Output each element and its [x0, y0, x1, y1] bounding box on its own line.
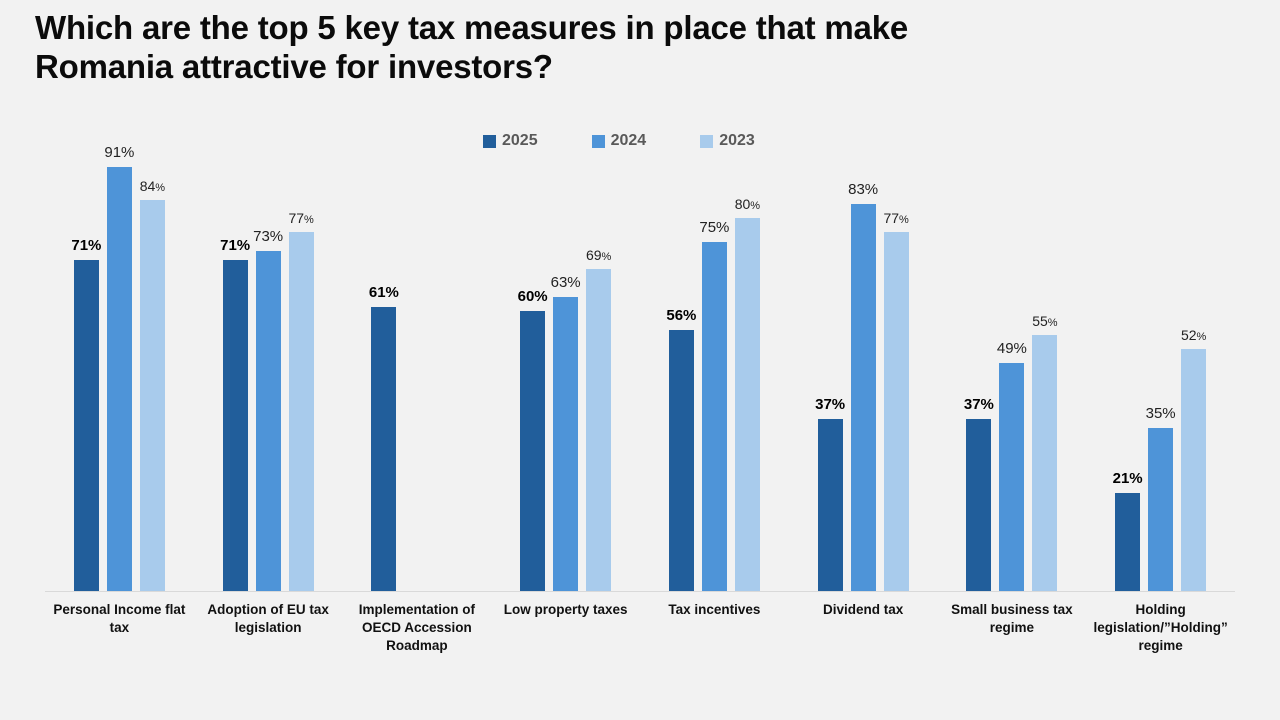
value-label-2025-small-business-tax-regime: 37% — [963, 395, 994, 413]
bar-slot-2024-low-property-taxes: 63% — [550, 274, 581, 591]
value-label-2024-low-property-taxes: 63% — [550, 274, 581, 292]
bar-group-adoption-of-eu-tax-legislation: 71% 73% 77% — [194, 126, 343, 591]
bar-group-tax-incentives: 56% 75% 80% — [640, 126, 789, 591]
bar-slot-2025-small-business-tax-regime: 37% — [963, 395, 994, 591]
value-label-2025-tax-incentives: 56% — [666, 307, 697, 325]
bar-slot-2025-tax-incentives: 56% — [666, 307, 697, 591]
value-label-2023-personal-income-flat-tax: 84% — [139, 177, 166, 194]
bar-2024-personal-income-flat-tax — [106, 166, 132, 591]
value-label-2024-dividend-tax: 83% — [848, 181, 879, 199]
bar-group-dividend-tax: 37% 83% 77% — [789, 126, 938, 591]
value-label-2025-adoption-of-eu-tax-legislation: 71% — [220, 237, 251, 255]
category-label-small-business-tax-regime: Small business tax regime — [951, 602, 1073, 635]
bar-slot-2025-personal-income-flat-tax: 71% — [71, 237, 102, 591]
bar-2023-holding-legislation-holding-regime — [1181, 348, 1207, 591]
legend-item-2025: 2025 — [483, 132, 538, 150]
bar-2025-low-property-taxes — [520, 311, 546, 591]
bar-2025-small-business-tax-regime — [966, 418, 992, 591]
bar-2024-low-property-taxes — [553, 297, 579, 591]
category-label-personal-income-flat-tax: Personal Income flat tax — [53, 602, 186, 635]
bar-slot-2023-adoption-of-eu-tax-legislation: 77% — [288, 210, 314, 591]
bar-2024-adoption-of-eu-tax-legislation — [255, 250, 281, 591]
page-title-line1: Which are the top 5 key tax measures in … — [35, 9, 909, 46]
legend-item-2024: 2024 — [591, 132, 647, 150]
bar-2025-adoption-of-eu-tax-legislation — [222, 260, 248, 591]
bar-slot-2023-small-business-tax-regime: 55% — [1032, 312, 1058, 591]
bar-slot-2025-adoption-of-eu-tax-legislation: 71% — [220, 237, 251, 591]
value-label-2025-holding-legislation-holding-regime: 21% — [1112, 470, 1143, 488]
bar-2023-dividend-tax — [883, 232, 909, 591]
bar-group-implementation-of-oecd-accession-roadmap: 61% — [343, 126, 492, 591]
bar-2024-dividend-tax — [850, 204, 876, 591]
bar-slot-2025-implementation-of-oecd-accession-roadmap: 61% — [368, 283, 399, 591]
bar-2023-personal-income-flat-tax — [139, 199, 165, 591]
value-label-2023-adoption-of-eu-tax-legislation: 77% — [288, 210, 314, 227]
bar-2025-implementation-of-oecd-accession-roadmap — [371, 306, 397, 591]
category-label-dividend-tax: Dividend tax — [822, 602, 904, 617]
bar-2023-low-property-taxes — [586, 269, 612, 591]
category-label-implementation-of-oecd-accession-roadmap: Implementation of OECD Accession Roadmap — [358, 602, 475, 653]
bar-2023-adoption-of-eu-tax-legislation — [288, 232, 314, 591]
bar-2025-tax-incentives — [668, 330, 694, 591]
bar-slot-2025-holding-legislation-holding-regime: 21% — [1112, 470, 1143, 591]
bar-2023-small-business-tax-regime — [1032, 334, 1058, 591]
bar-group-personal-income-flat-tax: 71% 91% 84% — [45, 126, 194, 591]
value-label-2024-personal-income-flat-tax: 91% — [104, 143, 135, 161]
bar-group-holding-legislation-holding-regime: 21% 35% 52% — [1086, 126, 1235, 591]
value-label-2025-dividend-tax: 37% — [815, 395, 846, 413]
value-label-2023-low-property-taxes: 69% — [585, 247, 612, 264]
legend-label-2024: 2024 — [610, 132, 647, 149]
value-label-2025-implementation-of-oecd-accession-roadmap: 61% — [368, 283, 399, 301]
value-label-2025-personal-income-flat-tax: 71% — [71, 237, 102, 255]
category-label-holding-legislation-holding-regime: Holding legislation/”Holding” regime — [1093, 602, 1228, 653]
bar-slot-2024-personal-income-flat-tax: 91% — [104, 143, 135, 591]
value-label-2024-small-business-tax-regime: 49% — [996, 339, 1027, 357]
category-label-tax-incentives: Tax incentives — [668, 602, 761, 617]
bar-slot-2023-personal-income-flat-tax: 84% — [140, 178, 165, 591]
value-label-2024-tax-incentives: 75% — [699, 218, 730, 236]
bar-2024-holding-legislation-holding-regime — [1148, 427, 1174, 591]
bar-slot-2024-adoption-of-eu-tax-legislation: 73% — [253, 227, 284, 591]
category-labels: Personal Income flat tax Adoption of EU t… — [45, 601, 1235, 655]
bar-slot-2024-tax-incentives: 75% — [699, 218, 730, 591]
legend-swatch-icon-2023 — [700, 134, 714, 148]
page-title: Which are the top 5 key tax measures in … — [35, 8, 1155, 86]
value-label-2023-dividend-tax: 77% — [883, 210, 909, 227]
category-label-adoption-of-eu-tax-legislation: Adoption of EU tax legislation — [207, 602, 329, 635]
value-label-2023-holding-legislation-holding-regime: 52% — [1180, 326, 1207, 343]
plot-area: 71% 91% 84% 71% 73% 77% 61% 60% 63% 69% 56% 75% 80% 3… — [45, 126, 1235, 592]
category-label-low-property-taxes: Low property taxes — [503, 602, 628, 617]
value-label-2024-adoption-of-eu-tax-legislation: 73% — [253, 227, 284, 245]
legend-swatch-icon-2025 — [483, 134, 496, 148]
bar-2025-personal-income-flat-tax — [73, 260, 99, 591]
legend-item-2023: 2023 — [700, 132, 755, 150]
bar-slot-2023-tax-incentives: 80% — [735, 196, 760, 591]
bar-2024-small-business-tax-regime — [999, 362, 1025, 591]
value-label-2023-tax-incentives: 80% — [734, 196, 761, 213]
bar-slot-2024-holding-legislation-holding-regime: 35% — [1145, 404, 1176, 591]
chart-legend: 2025 2024 2023 — [483, 132, 755, 150]
bar-slot-2025-low-property-taxes: 60% — [517, 288, 548, 591]
bar-2024-tax-incentives — [701, 241, 727, 591]
page-title-line2: Romania attractive for investors? — [35, 48, 553, 85]
legend-label-2023: 2023 — [719, 132, 755, 149]
value-label-2023-small-business-tax-regime: 55% — [1032, 312, 1058, 329]
bar-slot-2024-small-business-tax-regime: 49% — [996, 339, 1027, 591]
bar-2025-dividend-tax — [817, 418, 843, 591]
bar-2023-tax-incentives — [734, 218, 760, 591]
bar-slot-2025-dividend-tax: 37% — [815, 395, 846, 591]
bar-slot-2024-dividend-tax: 83% — [848, 181, 879, 591]
bar-group-low-property-taxes: 60% 63% 69% — [491, 126, 640, 591]
bar-slot-2023-low-property-taxes: 69% — [586, 247, 611, 591]
legend-label-2025: 2025 — [502, 132, 538, 149]
bar-slot-2023-dividend-tax: 77% — [883, 210, 909, 591]
bar-2025-holding-legislation-holding-regime — [1115, 493, 1141, 591]
value-label-2025-low-property-taxes: 60% — [517, 288, 548, 306]
bar-slot-2023-holding-legislation-holding-regime: 52% — [1181, 327, 1206, 591]
bar-group-small-business-tax-regime: 37% 49% 55% — [938, 126, 1087, 591]
legend-swatch-icon-2024 — [591, 134, 605, 148]
value-label-2024-holding-legislation-holding-regime: 35% — [1145, 404, 1176, 422]
